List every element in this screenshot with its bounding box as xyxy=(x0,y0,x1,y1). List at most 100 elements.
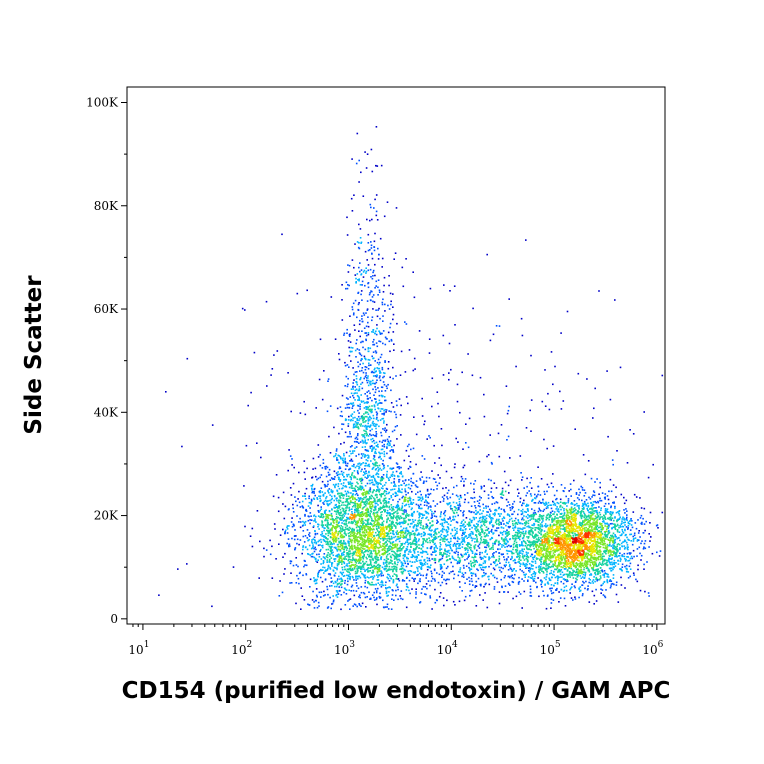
event-dot xyxy=(462,514,464,517)
event-dot xyxy=(372,576,375,579)
event-dot xyxy=(331,490,334,492)
event-dot xyxy=(426,557,428,559)
event-dot xyxy=(505,524,507,527)
event-dot xyxy=(421,455,424,457)
event-dot xyxy=(357,544,359,547)
event-dot xyxy=(468,553,470,556)
event-dot xyxy=(628,523,631,525)
event-dot xyxy=(249,535,252,537)
event-dot xyxy=(458,503,461,505)
event-dot xyxy=(613,523,615,525)
event-dot xyxy=(502,544,505,547)
event-dot xyxy=(382,372,385,374)
event-dot xyxy=(320,524,323,526)
event-dot xyxy=(527,537,530,539)
event-dot xyxy=(499,493,502,495)
event-dot xyxy=(369,482,371,485)
event-dot xyxy=(395,400,398,402)
event-dot xyxy=(296,542,298,545)
event-dot xyxy=(534,529,536,531)
event-dot xyxy=(321,546,324,549)
event-dot xyxy=(352,551,355,553)
event-dot xyxy=(573,554,576,557)
event-dot xyxy=(547,504,549,507)
event-dot xyxy=(402,509,404,512)
event-dot xyxy=(436,547,439,550)
event-dot xyxy=(422,531,425,534)
event-dot xyxy=(374,524,377,526)
event-dot xyxy=(522,571,525,574)
event-dot xyxy=(355,388,358,391)
event-dot xyxy=(478,547,481,549)
event-dot xyxy=(518,529,520,532)
event-dot xyxy=(627,527,629,529)
event-dot xyxy=(529,493,532,495)
event-dot xyxy=(537,502,540,504)
event-dot xyxy=(404,499,407,501)
event-dot xyxy=(380,514,383,516)
event-dot xyxy=(400,543,402,545)
event-dot xyxy=(346,574,348,577)
event-dot xyxy=(487,505,489,508)
event-dot xyxy=(507,435,510,438)
event-dot xyxy=(532,572,534,575)
event-dot xyxy=(593,531,596,534)
event-dot xyxy=(339,556,341,559)
event-dot xyxy=(613,519,615,522)
event-dot xyxy=(323,370,325,372)
event-dot xyxy=(501,533,504,536)
event-dot xyxy=(305,573,308,576)
event-dot xyxy=(560,542,563,545)
event-dot xyxy=(326,514,329,516)
event-dot xyxy=(459,567,462,569)
event-dot xyxy=(375,441,378,444)
event-dot xyxy=(359,270,361,273)
event-dot xyxy=(500,523,503,525)
event-dot xyxy=(350,487,353,489)
event-dot xyxy=(336,509,339,511)
event-dot xyxy=(417,551,419,553)
event-dot xyxy=(343,476,345,478)
event-dot xyxy=(545,554,547,557)
event-dot xyxy=(590,507,593,510)
event-dot xyxy=(326,485,328,487)
event-dot xyxy=(567,527,570,530)
event-dot xyxy=(336,550,339,552)
event-dot xyxy=(403,520,406,523)
event-dot xyxy=(523,563,526,566)
event-dot xyxy=(408,505,411,508)
event-dot xyxy=(360,423,362,425)
event-dot xyxy=(498,524,500,526)
event-dot xyxy=(371,581,373,584)
event-dot xyxy=(552,591,555,594)
event-dot xyxy=(448,552,451,555)
event-dot xyxy=(281,591,284,594)
event-dot xyxy=(366,300,369,302)
event-dot xyxy=(579,586,582,588)
event-dot xyxy=(354,551,356,554)
event-dot xyxy=(569,545,572,547)
event-dot xyxy=(415,463,417,466)
event-dot xyxy=(381,413,383,415)
event-dot xyxy=(319,550,321,552)
event-dot xyxy=(585,499,588,501)
event-dot xyxy=(502,527,505,529)
event-dot xyxy=(329,567,331,569)
event-dot xyxy=(359,405,361,408)
event-dot xyxy=(479,505,481,508)
event-dot xyxy=(525,515,528,518)
event-dot xyxy=(322,560,325,562)
event-dot xyxy=(325,495,328,498)
event-dot xyxy=(368,548,370,551)
event-dot xyxy=(522,563,524,566)
event-dot xyxy=(595,517,597,520)
event-dot xyxy=(512,543,515,546)
event-dot xyxy=(418,514,421,516)
event-dot xyxy=(342,460,345,462)
event-dot xyxy=(530,529,533,531)
event-dot xyxy=(350,561,353,564)
event-dot xyxy=(521,511,524,513)
event-dot xyxy=(473,501,476,503)
event-dot xyxy=(581,505,584,507)
event-dot xyxy=(478,495,481,498)
